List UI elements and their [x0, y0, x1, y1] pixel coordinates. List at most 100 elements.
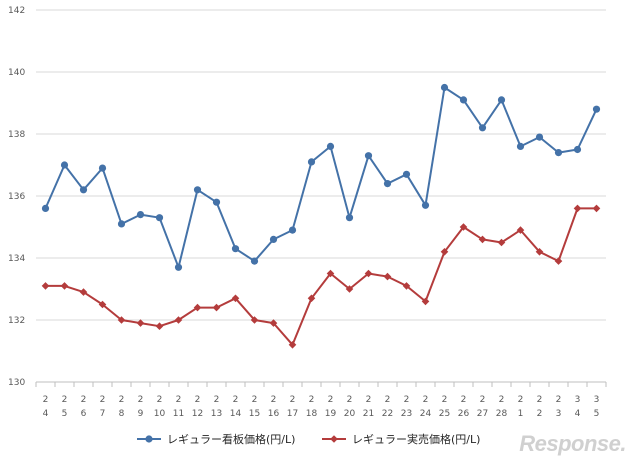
x-tick-label-bottom: 21	[363, 409, 374, 419]
x-tick-label-top: 2	[252, 395, 258, 405]
data-point-series-1	[516, 142, 525, 150]
data-point-series-1	[459, 96, 468, 104]
x-tick-label-bottom: 11	[173, 409, 184, 419]
data-point-series-1	[440, 83, 449, 92]
x-tick-label-top: 2	[385, 395, 391, 405]
x-tick-label-top: 2	[157, 395, 163, 405]
x-tick-label-bottom: 5	[62, 409, 68, 419]
data-point-series-2	[136, 319, 145, 327]
x-tick-label-bottom: 16	[268, 409, 280, 419]
y-axis-ticks: 130 132 134 136 138 140 142	[8, 6, 25, 388]
data-point-series-1	[98, 164, 107, 172]
data-point-series-2	[326, 269, 335, 278]
data-point-series-1	[193, 186, 202, 194]
x-tick-label-bottom: 4	[575, 409, 581, 419]
x-tick-label-top: 3	[575, 395, 581, 405]
data-point-series-1	[497, 96, 506, 104]
x-tick-label-bottom: 24	[420, 409, 432, 419]
legend-marker-2	[330, 435, 338, 443]
x-tick-label-bottom: 15	[249, 409, 260, 419]
data-point-series-1	[79, 186, 88, 194]
data-point-series-1	[231, 245, 240, 253]
y-tick-label-138: 138	[8, 130, 25, 140]
x-tick-label-bottom: 5	[594, 409, 600, 419]
data-point-series-1	[288, 226, 297, 234]
x-tick-label-top: 2	[271, 395, 277, 405]
series-group	[41, 83, 601, 349]
x-tick-label-top: 2	[480, 395, 486, 405]
x-tick-label-bottom: 19	[325, 409, 337, 419]
x-tick-label-top: 2	[556, 395, 562, 405]
y-tick-label-132: 132	[8, 316, 25, 326]
data-point-series-2	[193, 303, 202, 312]
x-axis-ticks: 2425262728292102112122132142152162172182…	[35, 382, 607, 419]
data-point-series-2	[269, 319, 278, 327]
x-tick-label-bottom: 27	[477, 409, 488, 419]
data-point-series-1	[573, 145, 582, 154]
x-tick-label-top: 2	[176, 395, 182, 405]
data-point-series-1	[117, 220, 126, 228]
x-tick-label-bottom: 1	[518, 409, 524, 419]
x-tick-label-bottom: 18	[306, 409, 318, 419]
data-point-series-2	[535, 248, 544, 256]
x-tick-label-top: 2	[423, 395, 429, 405]
data-point-series-2	[79, 288, 88, 296]
data-point-series-1	[41, 204, 50, 212]
x-tick-label-top: 2	[347, 395, 353, 405]
x-tick-label-bottom: 12	[192, 409, 203, 419]
x-tick-label-bottom: 25	[439, 409, 450, 419]
x-tick-label-bottom: 20	[344, 409, 356, 419]
x-tick-label-top: 2	[442, 395, 448, 405]
x-tick-label-bottom: 17	[287, 409, 298, 419]
data-point-series-2	[459, 223, 468, 231]
data-point-series-2	[117, 316, 126, 324]
data-point-series-1	[250, 257, 259, 265]
x-tick-label-top: 2	[461, 395, 467, 405]
data-point-series-2	[174, 316, 183, 324]
x-tick-label-bottom: 26	[458, 409, 470, 419]
data-point-series-1	[478, 124, 487, 132]
x-tick-label-bottom: 3	[556, 409, 562, 419]
data-point-series-2	[250, 316, 259, 324]
x-tick-label-bottom: 14	[230, 409, 242, 419]
x-tick-label-top: 2	[328, 395, 334, 405]
data-point-series-2	[478, 235, 487, 244]
data-point-series-2	[212, 303, 221, 312]
data-point-series-2	[383, 272, 392, 281]
data-point-series-2	[345, 285, 354, 293]
data-point-series-2	[98, 300, 107, 309]
data-point-series-2	[516, 226, 525, 234]
legend-marker-1	[145, 435, 153, 443]
x-tick-label-top: 2	[81, 395, 87, 405]
data-point-series-1	[60, 161, 69, 169]
data-point-series-2	[421, 297, 430, 306]
data-point-series-2	[288, 341, 297, 349]
data-point-series-2	[155, 322, 164, 330]
x-tick-label-top: 2	[214, 395, 220, 405]
legend-label-2: レギュラー実売価格(円/L)	[352, 432, 480, 446]
data-point-series-1	[326, 142, 335, 150]
x-tick-label-bottom: 6	[81, 409, 87, 419]
x-tick-label-top: 2	[499, 395, 505, 405]
data-point-series-2	[364, 269, 373, 278]
x-tick-label-top: 2	[233, 395, 239, 405]
y-tick-label-136: 136	[8, 192, 25, 202]
x-tick-label-top: 2	[100, 395, 106, 405]
legend-label-1: レギュラー看板価格(円/L)	[167, 432, 295, 446]
data-point-series-1	[535, 133, 544, 141]
data-point-series-1	[383, 180, 392, 188]
data-point-series-1	[307, 158, 316, 166]
data-point-series-2	[41, 282, 50, 290]
x-tick-label-bottom: 7	[100, 409, 106, 419]
data-point-series-2	[573, 204, 582, 213]
x-tick-label-top: 2	[309, 395, 315, 405]
x-tick-label-top: 2	[43, 395, 49, 405]
x-tick-label-top: 2	[404, 395, 410, 405]
series-line-2	[45, 207, 597, 346]
data-point-series-1	[402, 170, 411, 178]
data-point-series-1	[174, 263, 183, 271]
x-tick-label-top: 2	[195, 395, 201, 405]
x-tick-label-bottom: 9	[138, 409, 144, 419]
legend: レギュラー看板価格(円/L) レギュラー実売価格(円/L)	[137, 432, 480, 446]
data-point-series-1	[364, 152, 373, 160]
